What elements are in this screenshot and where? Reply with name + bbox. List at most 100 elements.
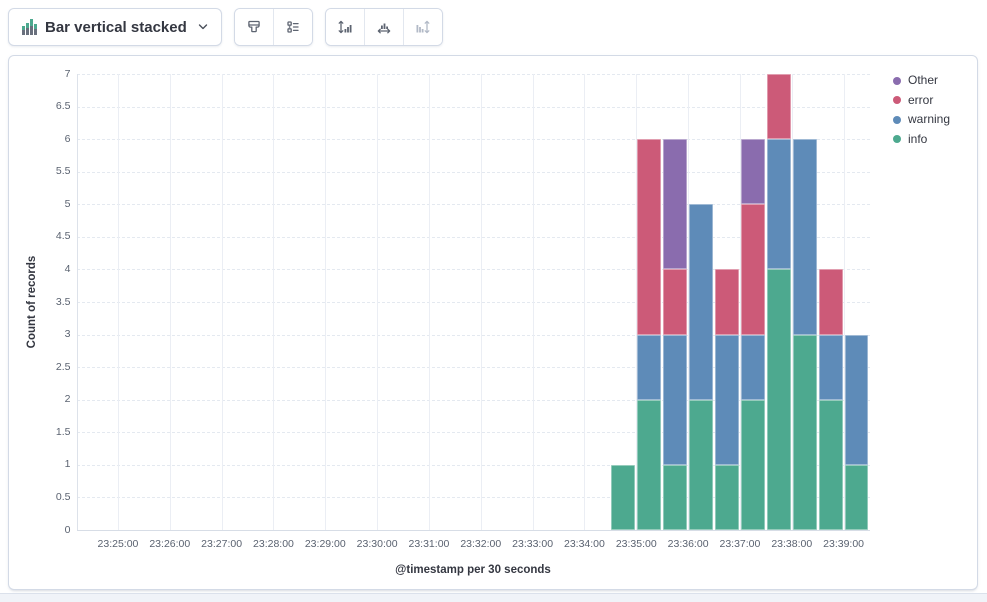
bar-segment-warning[interactable] [844,334,869,465]
bar-segment-info[interactable] [818,399,843,530]
axis-right-icon [415,19,431,35]
legend-item-Other[interactable]: Other [893,74,950,87]
bar-segment-error[interactable] [715,269,739,335]
y-tick-label: 2.5 [55,360,71,373]
bar-segment-info[interactable] [637,399,662,530]
y-gridline [76,367,870,369]
style-button-group [234,8,313,46]
x-tick-label: 23:34:00 [563,538,605,550]
y-gridline [76,139,870,141]
y-gridline [76,106,870,108]
visual-options-button[interactable] [235,9,274,45]
chevron-down-icon [197,21,209,33]
x-tick-label: 23:27:00 [201,538,243,550]
bar-segment-error[interactable] [818,269,843,335]
bar-segment-info[interactable] [740,399,765,530]
x-gridline [532,74,534,530]
x-gridline [843,74,845,530]
y-gridline [76,171,870,173]
x-gridline [325,74,327,530]
x-tick-label: 23:38:00 [771,538,813,550]
x-tick-label: 23:37:00 [719,538,761,550]
x-tick-label: 23:31:00 [408,538,450,550]
y-tick-label: 5 [64,197,71,210]
x-gridline [377,74,379,530]
bar-vertical-stacked-icon [21,19,37,35]
x-gridline [480,74,482,530]
x-gridline [636,74,638,530]
x-tick-label: 23:29:00 [304,538,346,550]
y-tick-label: 4.5 [55,230,71,243]
x-tick-label: 23:25:00 [97,538,139,550]
bar-segment-info[interactable] [611,464,636,530]
y-axis-line [76,74,78,530]
bar-segment-error[interactable] [637,139,662,335]
legend-label: warning [908,112,951,126]
y-tick-label: 1.5 [55,425,71,438]
bar-segment-error[interactable] [740,204,765,335]
axis-bottom-icon [376,19,392,35]
y-gridline [76,302,870,303]
x-axis-line [76,530,870,531]
bar-segment-info[interactable] [792,334,817,530]
legend-dot [893,135,901,143]
y-gridline [76,269,870,271]
bar-segment-info[interactable] [715,464,739,530]
x-tick-label: 23:28:00 [253,538,294,550]
bar-segment-info[interactable] [663,464,688,530]
y-tick-label: 4 [64,262,71,275]
y-tick-label: 7 [64,67,71,80]
x-gridline [117,74,119,530]
x-gridline [221,74,223,530]
y-tick-label: 5.5 [55,165,71,178]
legend-dot [893,76,901,85]
y-tick-label: 6 [64,132,71,145]
legend-dot [893,96,901,104]
chart-toolbar: Bar vertical stacked [8,8,443,46]
x-tick-label: 23:32:00 [460,538,502,550]
axis-button-group [325,8,443,46]
bar-segment-info[interactable] [766,269,791,530]
x-gridline [791,74,793,530]
bar-segment-error[interactable] [766,74,791,140]
bar-segment-warning[interactable] [740,334,765,400]
left-axis-button[interactable] [326,9,365,45]
brush-icon [246,19,262,35]
legend-label: info [908,131,928,146]
legend-label: error [908,92,934,107]
bar-segment-info[interactable] [689,399,713,530]
bar-segment-info[interactable] [844,464,869,530]
x-tick-label: 23:39:00 [823,538,865,550]
bar-segment-warning[interactable] [637,334,662,400]
y-gridline [76,236,870,238]
legend-list-icon [285,19,301,35]
y-gridline [76,334,870,336]
right-axis-button[interactable] [404,9,442,45]
y-tick-label: 6.5 [55,100,71,113]
x-tick-label: 23:35:00 [615,538,657,550]
y-tick-label: 1 [64,458,71,471]
legend-dot [893,115,901,124]
x-tick-label: 23:36:00 [667,538,709,550]
bar-segment-Other[interactable] [663,139,688,270]
axis-left-icon [337,19,353,35]
bar-segment-warning[interactable] [818,334,843,400]
bar-segment-warning[interactable] [663,334,688,465]
legend-settings-button[interactable] [274,9,312,45]
legend-item-warning[interactable]: warning [893,113,950,126]
chart-legend: Other error warning info [893,74,950,146]
legend-item-info[interactable]: info [893,131,950,146]
legend-item-error[interactable]: error [893,92,950,107]
y-axis-title: Count of records [26,255,38,349]
bar-segment-warning[interactable] [715,334,739,465]
bar-segment-warning[interactable] [766,139,791,270]
bottom-axis-button[interactable] [365,9,404,45]
bar-segment-warning[interactable] [689,204,713,400]
bar-segment-Other[interactable] [740,139,765,205]
bar-segment-warning[interactable] [792,139,817,335]
chart-type-dropdown[interactable]: Bar vertical stacked [8,8,222,46]
y-tick-label: 0.5 [55,490,71,503]
x-gridline [169,74,171,530]
bar-segment-error[interactable] [663,269,688,335]
y-gridline [76,399,870,401]
